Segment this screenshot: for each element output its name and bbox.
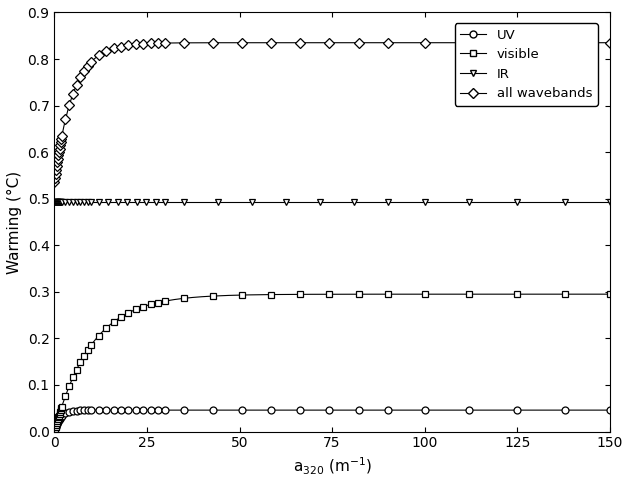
- Y-axis label: Warming (°C): Warming (°C): [7, 170, 22, 273]
- Legend: UV, visible, IR, all wavebands: UV, visible, IR, all wavebands: [455, 23, 598, 106]
- X-axis label: a$_{320}$ (m$^{-1}$): a$_{320}$ (m$^{-1}$): [293, 456, 372, 477]
